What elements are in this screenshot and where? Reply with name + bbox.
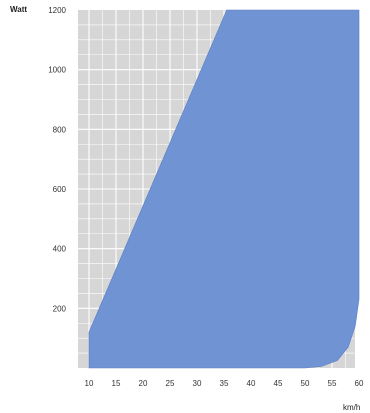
y-tick-label: 200 bbox=[53, 304, 67, 313]
y-tick-label: 1000 bbox=[48, 66, 66, 75]
x-tick-label: 55 bbox=[328, 379, 337, 388]
operating-area bbox=[88, 9, 360, 369]
x-tick-label: 10 bbox=[85, 379, 94, 388]
y-tick-label: 400 bbox=[53, 245, 67, 254]
x-tick-label: 60 bbox=[355, 379, 364, 388]
y-tick-label: 800 bbox=[53, 125, 67, 134]
x-tick-label: 30 bbox=[193, 379, 202, 388]
x-tick-label: 45 bbox=[274, 379, 283, 388]
x-tick-label: 40 bbox=[247, 379, 256, 388]
y-tick-labels: 200 400 600 800 1000 1200 bbox=[48, 6, 66, 313]
x-tick-label: 50 bbox=[301, 379, 310, 388]
x-tick-label: 15 bbox=[112, 379, 121, 388]
y-axis-label: Watt bbox=[10, 5, 27, 14]
x-tick-label: 25 bbox=[166, 379, 175, 388]
x-tick-label: 20 bbox=[139, 379, 148, 388]
y-tick-label: 1200 bbox=[48, 6, 66, 15]
x-tick-labels: 10 15 20 25 30 35 40 45 50 55 60 bbox=[85, 379, 364, 388]
x-axis-label: km/h bbox=[343, 403, 360, 412]
x-tick-label: 35 bbox=[220, 379, 229, 388]
y-tick-label: 600 bbox=[53, 185, 67, 194]
